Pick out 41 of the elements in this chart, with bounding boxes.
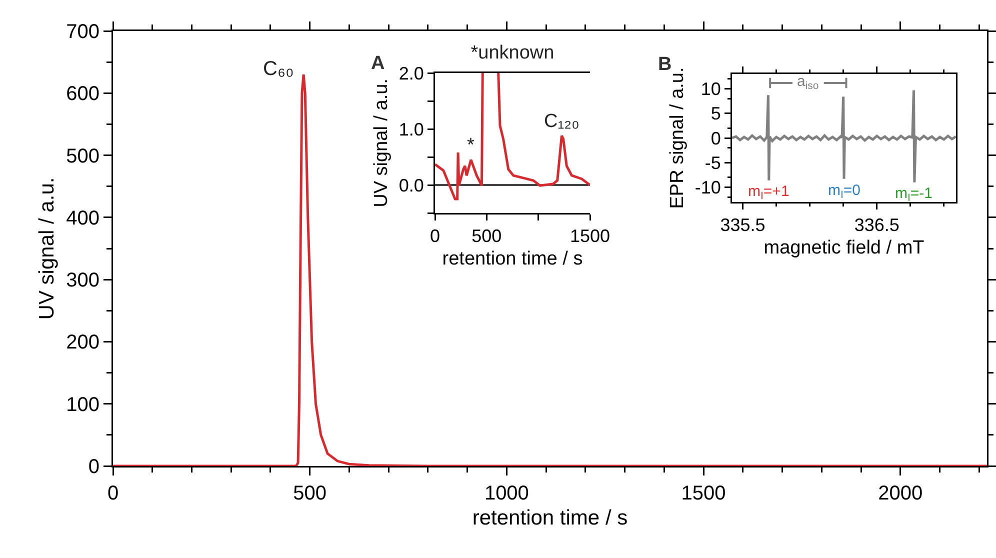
annotation: * xyxy=(467,135,475,156)
y-axis-title: UV signal / a.u. xyxy=(370,78,392,208)
y-tick-label: 5 xyxy=(710,104,721,124)
y-tick-label: 0 xyxy=(88,456,100,478)
y-axis-title: UV signal / a.u. xyxy=(36,177,59,320)
annotation: B xyxy=(658,54,672,75)
y-tick-label: 300 xyxy=(66,270,100,292)
x-axis-title: retention time / s xyxy=(472,506,628,530)
y-tick-label: 1.0 xyxy=(398,119,424,140)
y-tick-label: 500 xyxy=(66,145,100,168)
x-tick-label: 336.5 xyxy=(854,215,900,236)
y-tick-label: -5 xyxy=(704,152,721,173)
y-tick-label: 600 xyxy=(66,83,100,106)
x-tick-label: 500 xyxy=(293,482,327,504)
annotation: C₆₀ xyxy=(263,58,294,80)
y-tick-label: 400 xyxy=(66,207,100,230)
x-tick-label: 335.5 xyxy=(720,215,766,236)
y-tick-label: 0.0 xyxy=(398,175,424,196)
x-tick-label: 1500 xyxy=(681,482,726,504)
annotation: C₁₂₀ xyxy=(544,111,580,132)
annotation: a$_{iso}$ xyxy=(797,73,819,92)
x-axis-title: magnetic field / mT xyxy=(764,238,925,259)
y-tick-label: -10 xyxy=(694,178,721,198)
x-axis-title: retention time / s xyxy=(442,248,583,270)
x-tick-label: 2000 xyxy=(878,482,923,504)
annotation: A xyxy=(371,53,385,74)
annotation: m$_{I}$=-1 xyxy=(895,185,933,204)
y-tick-label: 100 xyxy=(66,394,100,416)
x-tick-label: 500 xyxy=(472,226,502,246)
chart-title: *unknown xyxy=(470,42,554,64)
y-tick-label: 200 xyxy=(66,332,100,354)
x-tick-label: 0 xyxy=(430,226,440,246)
y-tick-label: 0 xyxy=(710,128,721,148)
y-tick-label: 2.0 xyxy=(398,63,424,84)
y-tick-label: 10 xyxy=(700,79,721,100)
annotation: m$_{I}$=0 xyxy=(828,182,861,202)
x-tick-label: 1500 xyxy=(570,226,610,246)
annotation: m$_{I}$=+1 xyxy=(748,183,790,202)
y-tick-label: 700 xyxy=(66,21,100,43)
x-tick-label: 0 xyxy=(107,482,119,504)
x-tick-label: 1000 xyxy=(484,482,529,504)
